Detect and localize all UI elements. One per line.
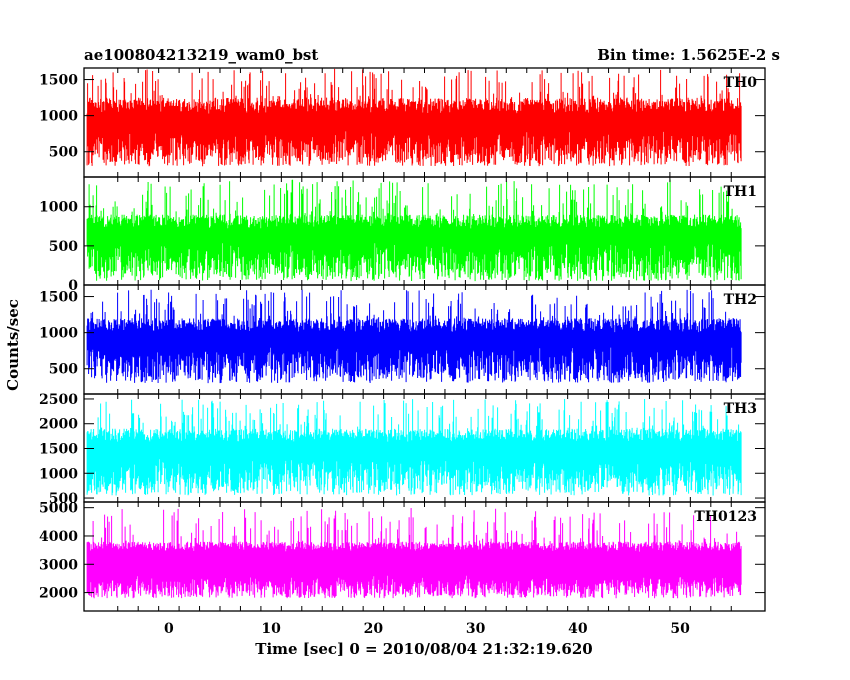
panel-th3: 500 1000 1500 2000 2500 TH3 bbox=[39, 392, 766, 507]
y-tick-label: 5000 bbox=[39, 501, 78, 517]
x-tick-label: 40 bbox=[568, 621, 588, 637]
series-th0-trace bbox=[86, 68, 742, 167]
y-tick-label: 1000 bbox=[39, 200, 78, 216]
figure-title: ae100804213219_wam0_bst bbox=[84, 46, 318, 64]
x-axis-label: Time [sec] 0 = 2010/08/04 21:32:19.620 bbox=[255, 640, 592, 658]
y-tick-label: 0 bbox=[68, 278, 78, 294]
x-tick-label: 10 bbox=[261, 621, 281, 637]
x-tick-label: 0 bbox=[164, 621, 174, 637]
series-th2-trace bbox=[86, 289, 742, 384]
panel-th2: 500 1000 1500 TH2 bbox=[39, 284, 766, 395]
y-tick-label: 500 bbox=[49, 362, 78, 378]
series-th3-trace bbox=[86, 399, 742, 496]
y-tick-label: 1000 bbox=[39, 466, 78, 482]
y-tick-label: 1500 bbox=[39, 73, 78, 89]
y-tick-label: 3000 bbox=[39, 557, 78, 573]
panel-th0: 500 1000 1500 TH0 bbox=[39, 67, 766, 178]
panel-th1: 0 500 1000 TH1 bbox=[39, 176, 766, 294]
y-tick-label: 500 bbox=[49, 239, 78, 255]
panel-label: TH0 bbox=[724, 75, 758, 91]
panel-label: TH3 bbox=[724, 401, 757, 417]
y-tick-label: 1000 bbox=[39, 109, 78, 125]
y-tick-label: 500 bbox=[49, 491, 78, 507]
bin-time-label: Bin time: 1.5625E-2 s bbox=[597, 46, 780, 64]
panel-label: TH0123 bbox=[694, 509, 757, 525]
panel-label: TH1 bbox=[724, 184, 757, 200]
y-tick-label: 2000 bbox=[39, 417, 78, 433]
y-tick-label: 500 bbox=[49, 145, 78, 161]
series-th0123-trace bbox=[86, 508, 742, 599]
panel-label: TH2 bbox=[724, 292, 757, 308]
panel-th0123: 2000 3000 4000 5000 TH0123 bbox=[39, 501, 766, 612]
y-tick-label: 1000 bbox=[39, 326, 78, 342]
x-tick-label: 20 bbox=[364, 621, 384, 637]
y-tick-label: 1500 bbox=[39, 290, 78, 306]
x-tick-label: 30 bbox=[466, 621, 486, 637]
y-tick-label: 1500 bbox=[39, 441, 78, 457]
y-axis-label: Counts/sec bbox=[4, 299, 22, 391]
y-tick-label: 2000 bbox=[39, 586, 78, 602]
series-th1-trace bbox=[86, 179, 742, 282]
y-tick-label: 2500 bbox=[39, 392, 78, 408]
x-tick-label: 50 bbox=[670, 621, 690, 637]
y-tick-label: 4000 bbox=[39, 529, 78, 545]
